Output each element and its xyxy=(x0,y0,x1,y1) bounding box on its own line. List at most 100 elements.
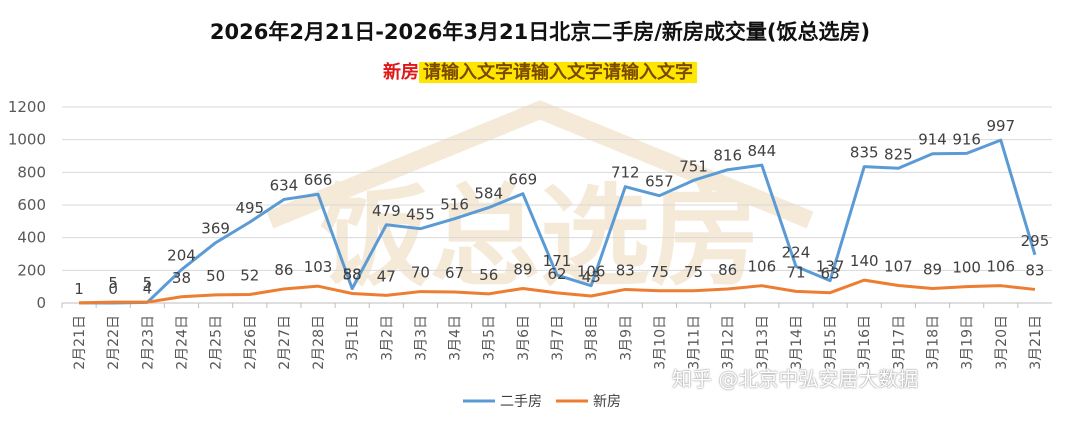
series-new-home-data-label: 52 xyxy=(240,267,259,285)
x-tick-label: 3月19日 xyxy=(960,315,976,370)
x-tick-label: 3月4日 xyxy=(448,315,464,361)
series-second-hand-data-label: 666 xyxy=(304,171,333,189)
series-second-hand-data-label: 106 xyxy=(577,263,606,281)
x-tick-label: 3月5日 xyxy=(482,315,498,361)
series-new-home-data-label: 63 xyxy=(821,265,840,283)
y-tick-label: 1200 xyxy=(8,98,46,116)
series-second-hand-data-label: 455 xyxy=(406,206,435,224)
x-tick-label: 3月15日 xyxy=(823,315,839,370)
x-tick-label: 3月11日 xyxy=(687,315,703,370)
x-tick-label: 3月9日 xyxy=(618,315,634,361)
series-new-home-data-label: 56 xyxy=(479,266,498,284)
series-second-hand-data-label: 844 xyxy=(748,142,777,160)
y-tick-label: 600 xyxy=(17,196,46,214)
series-new-home-data-label: 71 xyxy=(786,263,805,281)
chart-title: 2026年2月21日-2026年3月21日北京二手房/新房成交量(饭总选房) xyxy=(209,20,871,44)
series-second-hand-data-label: 584 xyxy=(474,185,503,203)
data-labels: 1 0 4 204 369 495 634 666 88 479 455 516 584 669 171 10… xyxy=(74,117,1049,298)
series-new-home-data-label: 107 xyxy=(884,258,913,276)
series-second-hand-data-label: 479 xyxy=(372,202,401,220)
x-tick-label: 3月7日 xyxy=(550,315,566,361)
x-tick-label: 3月12日 xyxy=(721,315,737,370)
series-new-home-data-label: 86 xyxy=(274,261,293,279)
x-tick-label: 2月21日 xyxy=(72,315,88,370)
y-tick-label: 400 xyxy=(17,229,46,247)
series-second-hand-data-label: 204 xyxy=(167,247,196,265)
x-tick-label: 3月10日 xyxy=(652,315,668,370)
series-new-home-data-label: 38 xyxy=(172,269,191,287)
x-tick-label: 3月8日 xyxy=(584,315,600,361)
series-new-home-data-label: 58 xyxy=(343,266,362,284)
series-new-home-data-label: 75 xyxy=(650,263,669,281)
series-new-home-data-label: 100 xyxy=(952,259,981,277)
series-second-hand-data-label: 495 xyxy=(235,199,264,217)
subtitle-prefix: 新房 xyxy=(383,62,419,83)
credit-watermark: 知乎 @北京中弘安居大数据 xyxy=(672,367,919,391)
series-second-hand-data-label: 137 xyxy=(816,258,845,276)
x-axis: 2月21日 2月22日 2月23日 2月24日 2月25日 2月26日 2月27日 2月28日… xyxy=(61,302,1052,370)
y-tick-label: 0 xyxy=(36,294,46,312)
subtitle-highlight-text: 请输入文字请输入文字请输入文字 xyxy=(419,62,697,83)
series-second-hand-data-label: 751 xyxy=(679,157,708,175)
x-tick-label: 2月23日 xyxy=(140,315,156,370)
series-second-hand-data-label: 0 xyxy=(108,280,118,298)
series-second-hand-data-label: 224 xyxy=(782,243,811,261)
series-new-home-data-label: 5 xyxy=(143,274,153,292)
x-tick-label: 2月28日 xyxy=(311,315,327,370)
series-new-home-data-label: 89 xyxy=(513,260,532,278)
series-new-home-data-label: 89 xyxy=(923,260,942,278)
series-second-hand-data-label: 88 xyxy=(343,266,362,284)
series-new-home-data-label: 83 xyxy=(1025,261,1044,279)
y-axis: 0 200 400 600 800 1000 1200 xyxy=(8,98,46,312)
series-second-hand-data-label: 657 xyxy=(645,173,674,191)
series-new-home-data-label: 140 xyxy=(850,252,879,270)
series-second-hand-data-label: 712 xyxy=(611,164,640,182)
x-tick-label: 2月27日 xyxy=(277,315,293,370)
series-second-hand-data-label: 1 xyxy=(74,280,84,298)
x-tick-label: 3月21日 xyxy=(1028,315,1044,370)
x-tick-label: 2月22日 xyxy=(106,315,122,370)
series-second-hand-data-label: 171 xyxy=(543,252,572,270)
series-second-hand-data-label: 914 xyxy=(918,131,947,149)
y-tick-label: 800 xyxy=(17,163,46,181)
y-tick-label: 200 xyxy=(17,261,46,279)
series-new-home-data-label: 106 xyxy=(748,258,777,276)
x-tick-label: 3月17日 xyxy=(891,315,907,370)
x-tick-label: 2月25日 xyxy=(209,315,225,370)
series-new-home-data-label: 47 xyxy=(377,267,396,285)
series-new-home-data-label: 103 xyxy=(304,258,333,276)
series-second-hand-data-label: 295 xyxy=(1021,232,1050,250)
x-tick-label: 2月26日 xyxy=(243,315,259,370)
series-new-home-data-label: 62 xyxy=(547,265,566,283)
x-tick-label: 3月18日 xyxy=(926,315,942,370)
x-tick-label: 3月13日 xyxy=(755,315,771,370)
legend-label-second-hand: 二手房 xyxy=(500,394,542,410)
series-second-hand-data-label: 516 xyxy=(440,196,469,214)
x-tick-label: 2月24日 xyxy=(174,315,190,370)
x-tick-label: 3月6日 xyxy=(516,315,532,361)
series-second-hand-data-label: 4 xyxy=(143,279,153,297)
chart-subtitle: 新房 请输入文字请输入文字请输入文字 xyxy=(0,58,1080,84)
x-tick-label: 3月3日 xyxy=(413,315,429,361)
series-new-home-data-label: 67 xyxy=(445,264,464,282)
series-lines xyxy=(79,138,1037,305)
series-second-hand-data-label: 835 xyxy=(850,144,879,162)
series-second-hand-data-label: 916 xyxy=(952,130,981,148)
series-new-home-data-label: 86 xyxy=(718,261,737,279)
series-second-hand-data-label: 369 xyxy=(201,220,230,238)
series-second-hand-data-label: 816 xyxy=(713,147,742,165)
series-new-home-data-label: 43 xyxy=(582,268,601,286)
watermark-logo: 饭总选房 xyxy=(266,100,814,301)
series-second-hand-data-label: 634 xyxy=(270,176,299,194)
series-new-home-data-label: 75 xyxy=(684,263,703,281)
x-tick-label: 3月1日 xyxy=(345,315,361,361)
x-tick-label: 3月14日 xyxy=(789,315,805,370)
x-tick-label: 3月2日 xyxy=(379,315,395,361)
series-second-hand-data-label: 669 xyxy=(509,171,538,189)
series-second-hand-data-label: 997 xyxy=(986,117,1015,135)
series-new-home-data-label: 50 xyxy=(206,267,225,285)
series-new-home-data-label: 106 xyxy=(986,258,1015,276)
x-tick-label: 3月16日 xyxy=(857,315,873,370)
series-new-home-data-label: 70 xyxy=(411,264,430,282)
